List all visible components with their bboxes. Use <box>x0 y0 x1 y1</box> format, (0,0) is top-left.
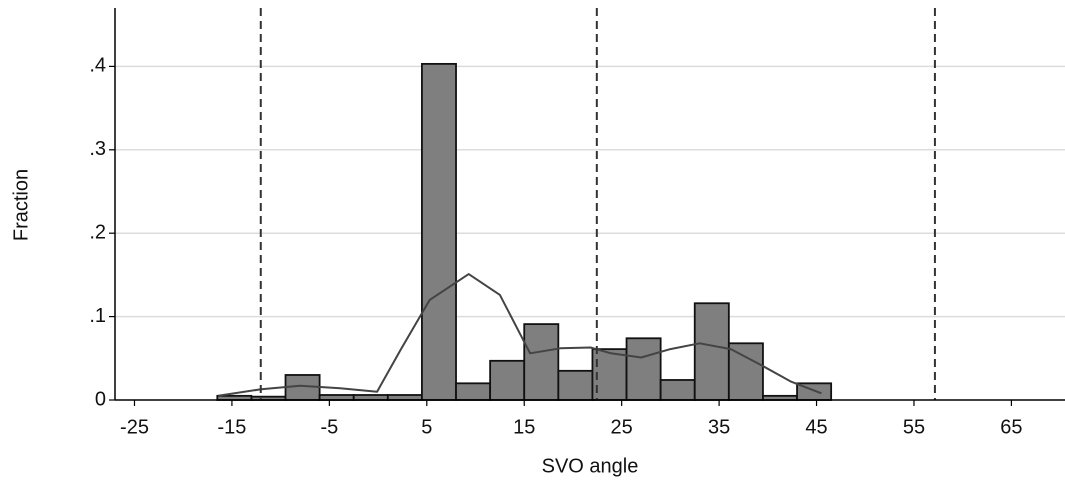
x-tick-label: -25 <box>120 416 149 438</box>
bar <box>455 382 492 401</box>
x-tick-label: 35 <box>708 416 730 438</box>
bar <box>318 394 355 401</box>
y-tick-label: .4 <box>89 55 106 77</box>
y-axis-label: Fraction <box>10 169 32 241</box>
bar <box>489 359 526 401</box>
x-axis-label: SVO angle <box>542 455 639 477</box>
x-tick-label: -15 <box>217 416 246 438</box>
y-tick-label: .2 <box>89 221 106 243</box>
bar <box>421 62 457 401</box>
x-tick-label: 25 <box>611 416 633 438</box>
density-line <box>218 273 822 397</box>
bar <box>386 394 423 401</box>
bar <box>625 337 662 401</box>
y-tick-label: .1 <box>89 305 106 327</box>
x-tick-label: 65 <box>1000 416 1022 438</box>
x-tick-label: 15 <box>513 416 535 438</box>
bar <box>659 379 696 401</box>
y-tick-label: 0 <box>95 388 106 410</box>
x-tick-label: 45 <box>805 416 827 438</box>
bar <box>727 342 764 401</box>
bar <box>523 323 560 401</box>
bar <box>352 394 389 401</box>
bar <box>557 369 594 401</box>
x-tick-label: 55 <box>903 416 925 438</box>
x-tick-label: 5 <box>421 416 432 438</box>
x-tick-label: -5 <box>320 416 338 438</box>
bar <box>693 302 730 401</box>
y-tick-label: .3 <box>89 138 106 160</box>
